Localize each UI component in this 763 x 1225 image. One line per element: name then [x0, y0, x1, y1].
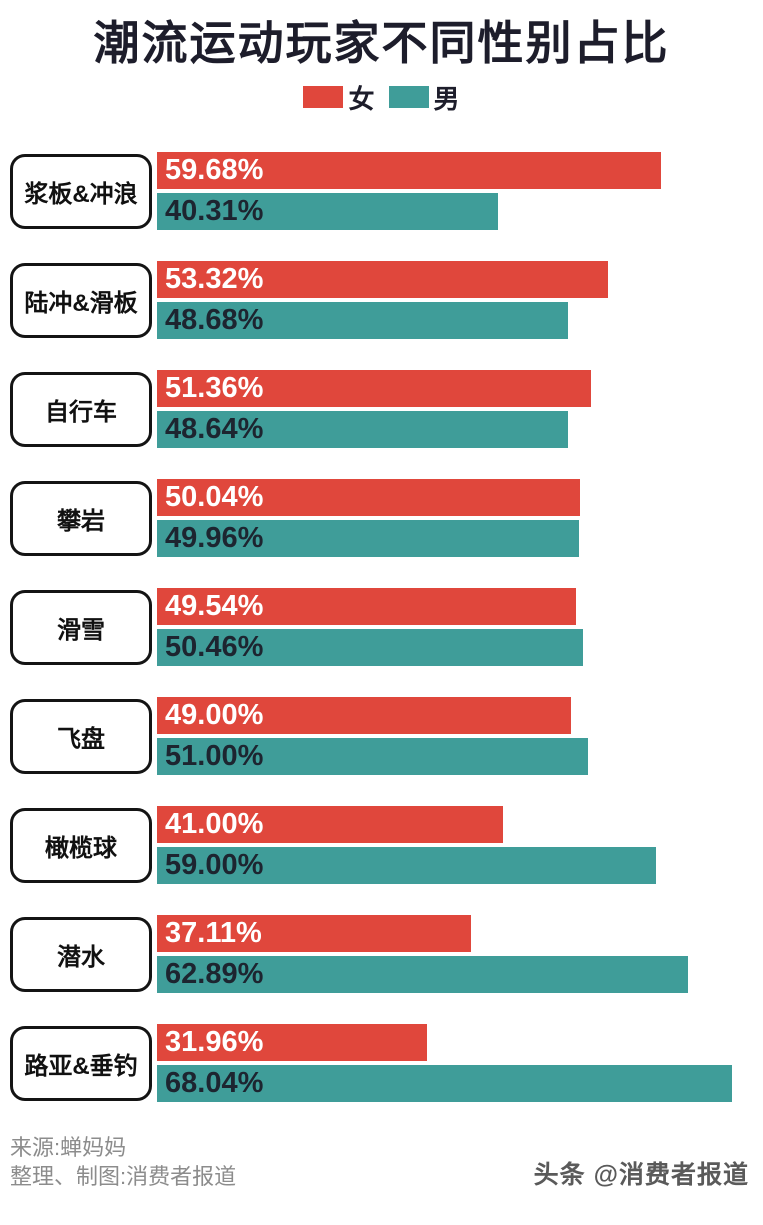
- bar-male: 48.68%: [157, 302, 569, 340]
- category-box: 飞盘: [10, 698, 152, 774]
- category-box: 自行车: [10, 371, 152, 447]
- category-label: 浆板&冲浪: [24, 180, 138, 208]
- chart-row: 橄榄球 41.00% 59.00%: [0, 806, 763, 885]
- source-credit-block: 来源:蝉妈妈 整理、制图:消费者报道: [10, 1133, 236, 1191]
- bar-group: 37.11% 62.89%: [157, 915, 763, 994]
- category-label: 橄榄球: [45, 834, 117, 862]
- chart-row: 浆板&冲浪 59.68% 40.31%: [0, 152, 763, 231]
- footer: 来源:蝉妈妈 整理、制图:消费者报道 头条 @消费者报道: [0, 1133, 763, 1191]
- chart-row: 滑雪 49.54% 50.46%: [0, 588, 763, 667]
- category-label: 滑雪: [57, 616, 105, 644]
- bar-female: 41.00%: [157, 806, 504, 844]
- bar-female: 51.36%: [157, 370, 591, 408]
- bar-female: 50.04%: [157, 479, 580, 517]
- chart-row: 路亚&垂钓 31.96% 68.04%: [0, 1024, 763, 1103]
- chart-row: 自行车 51.36% 48.64%: [0, 370, 763, 449]
- legend: 女 男: [0, 84, 763, 114]
- legend-item-male: 男: [388, 79, 460, 116]
- bar-female: 49.54%: [157, 588, 576, 626]
- infographic-page: 潮流运动玩家不同性别占比 女 男 浆板&冲浪 59.68% 40.31% 陆冲&滑板 5…: [0, 16, 763, 1225]
- bar-male: 51.00%: [157, 738, 588, 776]
- bar-female: 49.00%: [157, 697, 572, 735]
- bar-male: 40.31%: [157, 193, 498, 231]
- bar-female: 31.96%: [157, 1024, 428, 1062]
- bar-chart: 浆板&冲浪 59.68% 40.31% 陆冲&滑板 53.32% 48.68% 自行车 51.…: [0, 152, 763, 1103]
- category-box: 橄榄球: [10, 807, 152, 883]
- category-label: 陆冲&滑板: [24, 289, 138, 317]
- bar-male: 62.89%: [157, 956, 689, 994]
- category-box: 潜水: [10, 916, 152, 992]
- bar-group: 50.04% 49.96%: [157, 479, 763, 558]
- legend-label-male: 男: [433, 83, 460, 114]
- watermark-text: 头条 @消费者报道: [533, 1161, 749, 1190]
- category-label: 飞盘: [57, 725, 105, 753]
- chart-row: 陆冲&滑板 53.32% 48.68%: [0, 261, 763, 340]
- category-box: 路亚&垂钓: [10, 1025, 152, 1101]
- bar-group: 53.32% 48.68%: [157, 261, 763, 340]
- chart-row: 飞盘 49.00% 51.00%: [0, 697, 763, 776]
- bar-female: 59.68%: [157, 152, 662, 190]
- legend-swatch-female: [303, 86, 344, 109]
- category-box: 攀岩: [10, 480, 152, 556]
- bar-female: 53.32%: [157, 261, 608, 299]
- bar-group: 41.00% 59.00%: [157, 806, 763, 885]
- bar-male: 49.96%: [157, 520, 580, 558]
- chart-row: 攀岩 50.04% 49.96%: [0, 479, 763, 558]
- bar-male: 48.64%: [157, 411, 568, 449]
- bar-male: 68.04%: [157, 1065, 732, 1103]
- bar-male: 50.46%: [157, 629, 584, 667]
- credit-text: 整理、制图:消费者报道: [10, 1164, 237, 1190]
- legend-label-female: 女: [348, 83, 375, 114]
- category-label: 攀岩: [57, 507, 105, 535]
- bar-group: 51.36% 48.64%: [157, 370, 763, 449]
- bar-female: 37.11%: [157, 915, 471, 953]
- category-box: 陆冲&滑板: [10, 262, 152, 338]
- category-label: 潜水: [57, 943, 105, 971]
- bar-group: 49.54% 50.46%: [157, 588, 763, 667]
- bar-group: 59.68% 40.31%: [157, 152, 763, 231]
- chart-row: 潜水 37.11% 62.89%: [0, 915, 763, 994]
- source-text: 来源:蝉妈妈: [10, 1135, 127, 1161]
- bar-group: 49.00% 51.00%: [157, 697, 763, 776]
- legend-item-female: 女: [303, 79, 375, 116]
- category-label: 路亚&垂钓: [24, 1052, 138, 1080]
- legend-swatch-male: [388, 86, 429, 109]
- category-box: 滑雪: [10, 589, 152, 665]
- bar-group: 31.96% 68.04%: [157, 1024, 763, 1103]
- page-title: 潮流运动玩家不同性别占比: [93, 17, 670, 69]
- category-label: 自行车: [45, 398, 117, 426]
- bar-male: 59.00%: [157, 847, 656, 885]
- category-box: 浆板&冲浪: [10, 153, 152, 229]
